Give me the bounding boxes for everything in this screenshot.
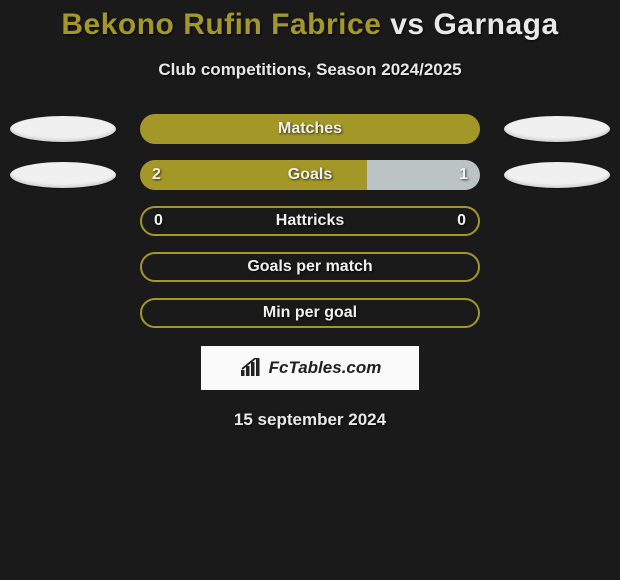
stat-value-left: 0 bbox=[154, 212, 163, 230]
stat-bar: 0 0 Hattricks bbox=[140, 206, 480, 236]
player-left-name: Bekono Rufin Fabrice bbox=[61, 8, 381, 41]
title-vs: vs bbox=[381, 8, 433, 41]
stats-list: Matches 2 1 Goals 0 0 Hattricks Goals per match… bbox=[0, 114, 620, 328]
stat-label: Matches bbox=[278, 120, 342, 138]
stat-row: Goals per match bbox=[0, 252, 620, 282]
stat-value-right: 0 bbox=[457, 212, 466, 230]
stat-value-right: 1 bbox=[459, 166, 468, 184]
avatar-oval-left bbox=[10, 162, 116, 188]
stat-bar: 2 1 Goals bbox=[140, 160, 480, 190]
avatar-oval-right bbox=[504, 162, 610, 188]
stat-bar: Min per goal bbox=[140, 298, 480, 328]
avatar-oval-left bbox=[10, 116, 116, 142]
subtitle: Club competitions, Season 2024/2025 bbox=[0, 60, 620, 80]
stat-label: Min per goal bbox=[263, 304, 357, 322]
logo-text: FcTables.com bbox=[269, 358, 382, 378]
stat-label: Goals bbox=[288, 166, 332, 184]
chart-icon bbox=[239, 358, 263, 378]
stat-bar: Goals per match bbox=[140, 252, 480, 282]
date-label: 15 september 2024 bbox=[0, 410, 620, 430]
avatar-oval-right bbox=[504, 116, 610, 142]
stat-row: Matches bbox=[0, 114, 620, 144]
stat-row: 2 1 Goals bbox=[0, 160, 620, 190]
bar-fill-left bbox=[140, 160, 367, 190]
logo-box[interactable]: FcTables.com bbox=[201, 346, 419, 390]
comparison-widget: Bekono Rufin Fabrice vs Garnaga Club com… bbox=[0, 0, 620, 430]
stat-bar: Matches bbox=[140, 114, 480, 144]
stat-row: Min per goal bbox=[0, 298, 620, 328]
page-title: Bekono Rufin Fabrice vs Garnaga bbox=[0, 8, 620, 42]
stat-label: Goals per match bbox=[247, 258, 372, 276]
stat-row: 0 0 Hattricks bbox=[0, 206, 620, 236]
player-right-name: Garnaga bbox=[433, 8, 558, 41]
stat-value-left: 2 bbox=[152, 166, 161, 184]
stat-label: Hattricks bbox=[276, 212, 344, 230]
